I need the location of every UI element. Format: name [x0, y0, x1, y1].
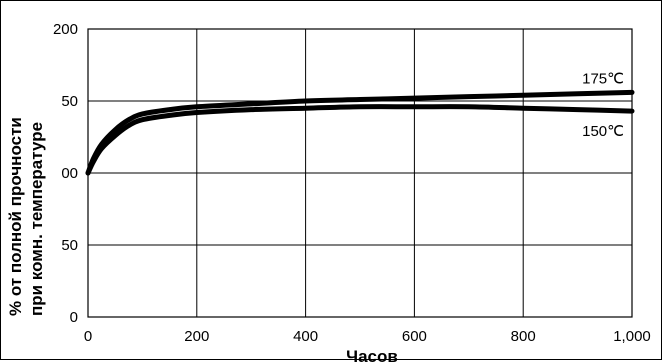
x-tick-label-2: 400 [293, 328, 318, 345]
grid-lines [88, 29, 632, 317]
x-tick-label-0: 0 [84, 328, 92, 345]
series-label-1: 150℃ [582, 123, 624, 140]
y-tick-label-0: 0 [70, 309, 78, 326]
x-tick-label-4: 800 [511, 328, 536, 345]
y-axis-title-line-1: % от полной прочности [6, 117, 25, 316]
series-line-0 [85, 89, 635, 176]
y-tick-label-4: 200 [53, 21, 78, 38]
x-tick-label-3: 600 [402, 328, 427, 345]
y-tick-label-2: 00 [61, 165, 78, 182]
x-tick-labels: 0 200 400 600 800 1,000 [84, 328, 651, 345]
series-lines [85, 89, 635, 176]
y-tick-label-3: 50 [61, 93, 78, 110]
series-line-1 [85, 104, 635, 176]
series-label-0: 175℃ [582, 70, 624, 87]
x-tick-label-5: 1,000 [613, 328, 651, 345]
x-tick-label-1: 200 [184, 328, 209, 345]
series-labels: 175℃ 150℃ [582, 70, 624, 140]
x-axis-title: Часов [346, 347, 398, 362]
y-tick-label-1: 50 [61, 237, 78, 254]
y-tick-labels: 0 50 00 50 200 [53, 21, 78, 326]
y-axis-title-line-2: при комн. температуре [27, 122, 46, 316]
